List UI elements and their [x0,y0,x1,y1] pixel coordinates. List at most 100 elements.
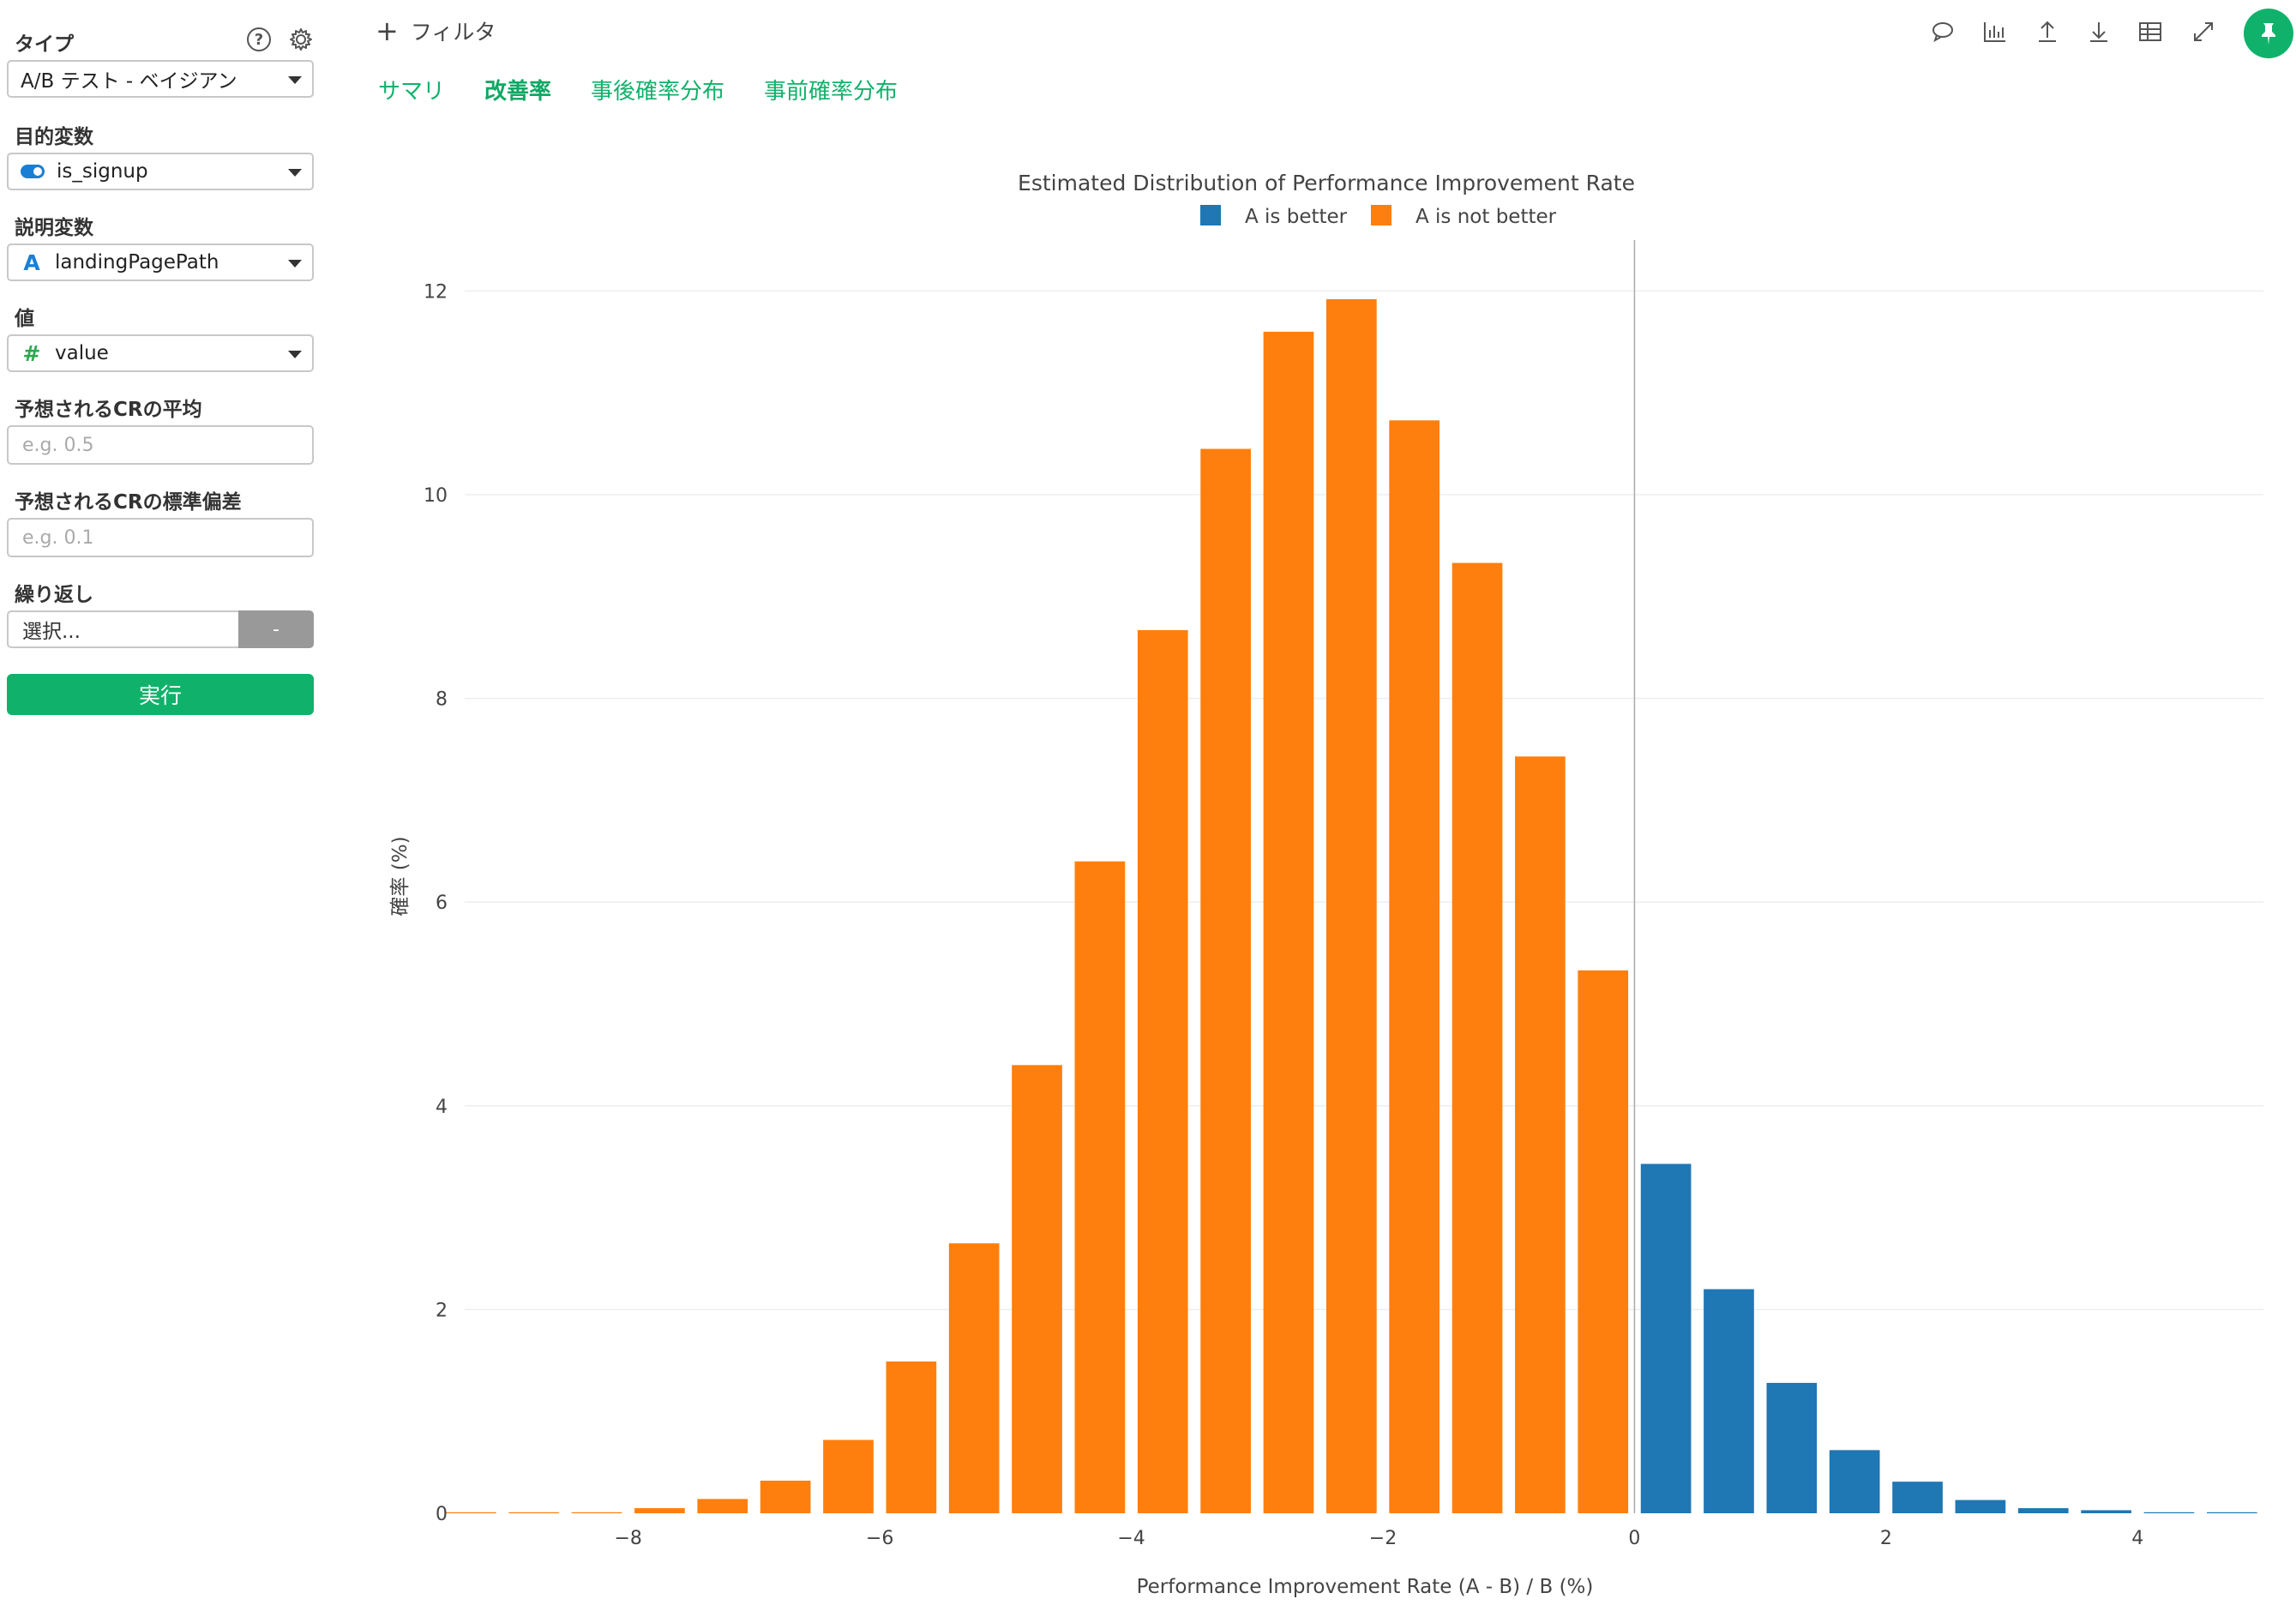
bar-a-better [1704,1289,1754,1513]
legend-label-a-better: A is better [1245,206,1348,228]
tab-posterior[interactable]: 事後確率分布 [591,79,725,105]
grid [465,290,2263,1311]
cr-mean-input[interactable]: e.g. 0.5 [7,425,314,465]
chevron-down-icon [288,169,302,177]
chevron-down-icon [288,351,302,358]
explanatory-select-value: landingPagePath [55,251,219,274]
bar-a-not-better [1074,861,1126,1513]
bar-a-not-better [760,1480,811,1513]
explanatory-label: 説明変数 [15,217,93,239]
sidebar: タイプ ? A/B テスト - ベイジアン 目的変数 is_signup 説明変… [0,0,326,1617]
y-tick-label: 10 [424,485,448,507]
upload-icon[interactable] [2035,19,2060,45]
bars [445,298,2257,1514]
target-label: 目的変数 [15,126,93,148]
table-icon[interactable] [2137,19,2163,45]
tab-improvement-rate[interactable]: 改善率 [484,79,552,105]
expand-icon[interactable] [2191,19,2216,45]
type-label: タイプ [15,33,74,56]
y-tick-label: 12 [424,281,448,303]
download-icon[interactable] [2086,19,2112,45]
x-axis-ticks: −8 −6 −4 −2 0 2 4 [615,1528,2144,1549]
repeat-select-value: 選択... [22,621,81,643]
run-button-label: 実行 [138,683,182,708]
help-icon[interactable]: ? [247,27,271,51]
x-axis-label: Performance Improvement Rate (A - B) / B… [1137,1576,1594,1598]
chevron-down-icon [288,260,302,267]
bar-a-not-better [823,1440,874,1513]
cr-sd-input[interactable]: e.g. 0.1 [7,518,314,557]
bar-a-better [1640,1163,1692,1513]
x-tick-label: 4 [2131,1528,2143,1549]
bar-a-not-better [445,1512,496,1513]
x-tick-label: −4 [1117,1528,1145,1549]
bar-a-better [2017,1508,2069,1513]
legend-label-a-not-better: A is not better [1415,206,1557,228]
type-select[interactable]: A/B テスト - ベイジアン [7,60,314,98]
bar-a-not-better [508,1512,560,1513]
repeat-control: 選択... - [7,610,314,648]
cr-sd-placeholder: e.g. 0.1 [22,526,94,549]
bar-a-not-better [1578,970,1629,1513]
bar-a-better [1892,1482,1943,1513]
type-select-value: A/B テスト - ベイジアン [21,70,237,93]
pin-icon [2262,23,2275,45]
value-select[interactable]: # value [7,334,314,372]
bar-a-better [1829,1450,1880,1513]
bar-a-not-better [1137,630,1188,1513]
tab-summary[interactable]: サマリ [378,79,446,105]
bar-a-not-better [634,1508,685,1513]
bar-a-not-better [1200,448,1251,1513]
bar-a-not-better [948,1243,1000,1513]
y-tick-label: 4 [436,1097,448,1118]
bar-a-not-better [1263,331,1314,1513]
pin-button[interactable] [2244,9,2293,58]
y-tick-label: 8 [436,689,448,711]
target-select[interactable]: is_signup [7,153,314,190]
bar-a-better [2206,1512,2257,1513]
bar-a-better [2143,1512,2195,1513]
explanatory-select[interactable]: A landingPagePath [7,243,314,281]
chart-title: Estimated Distribution of Performance Im… [1018,171,1635,195]
add-filter-button[interactable]: + フィルタ [376,15,496,46]
x-tick-label: −2 [1369,1528,1397,1549]
numeric-type-icon: # [22,340,41,366]
target-select-value: is_signup [57,160,148,183]
y-axis-label: 確率 (%) [389,836,412,916]
bar-a-not-better [1012,1065,1062,1513]
bar-a-better [1955,1500,2006,1513]
bar-a-not-better [1389,420,1440,1513]
x-tick-label: −6 [866,1528,893,1549]
bar-a-better [2081,1510,2131,1513]
value-label: 値 [15,308,34,330]
chart-icon[interactable] [1982,19,2008,45]
cr-mean-label: 予想されるCRの平均 [15,399,202,421]
tab-bar: サマリ 改善率 事後確率分布 事前確率分布 [378,74,937,105]
plus-icon: + [376,15,399,47]
text-type-icon: A [23,249,40,275]
y-tick-label: 6 [436,893,448,914]
help-icon-glyph: ? [254,30,264,49]
legend-swatch-a-not-better [1371,205,1391,225]
comment-icon[interactable] [1930,19,1956,45]
bar-a-not-better [1515,756,1566,1513]
bar-a-better [1766,1382,1818,1513]
tab-prior[interactable]: 事前確率分布 [764,79,899,105]
x-tick-label: 2 [1880,1528,1892,1549]
chevron-down-icon [288,76,302,84]
repeat-clear-label: - [273,618,279,640]
cr-sd-label: 予想されるCRの標準偏差 [15,491,242,514]
x-tick-label: −8 [615,1528,642,1549]
y-tick-label: 0 [436,1504,448,1525]
repeat-clear-button[interactable]: - [238,610,314,648]
filter-label: フィルタ [410,20,496,45]
x-tick-label: 0 [1628,1528,1640,1549]
run-button[interactable]: 実行 [7,674,314,715]
y-axis-ticks: 0 2 4 6 8 10 12 [424,281,448,1525]
bar-a-not-better [886,1361,937,1513]
bar-a-not-better [697,1499,748,1513]
gear-icon[interactable] [288,27,314,52]
repeat-select[interactable]: 選択... [7,610,238,648]
repeat-label: 繰り返し [15,584,93,606]
